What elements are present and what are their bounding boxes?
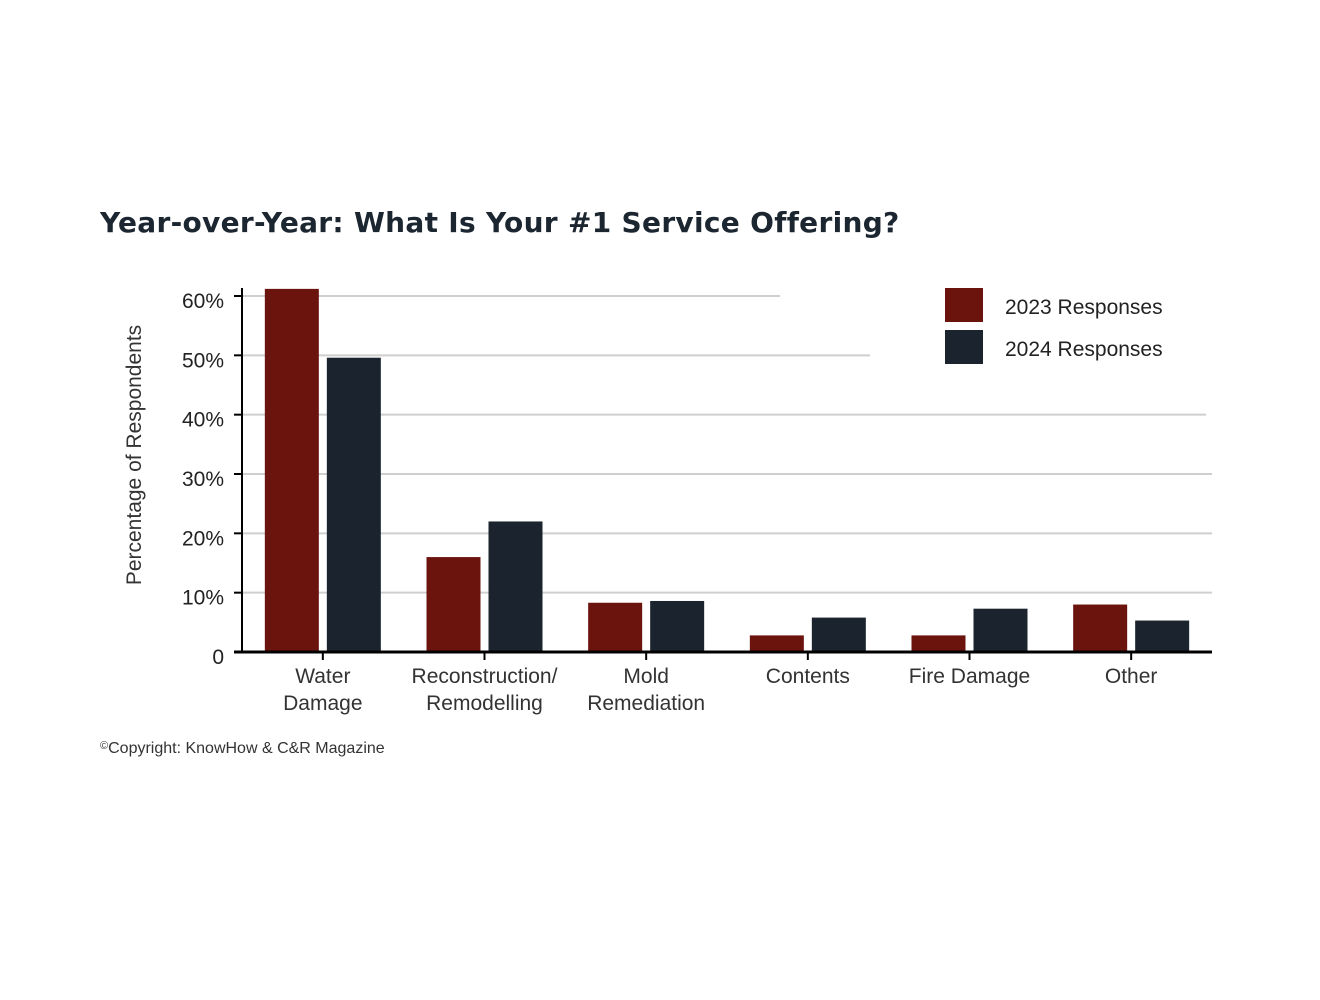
bars [264,288,1190,652]
bar [911,635,966,652]
legend-label: 2024 Responses [1005,338,1163,361]
y-tick-label: 0 [212,646,224,669]
copyright-notice: ©Copyright: KnowHow & C&R Magazine [100,740,385,758]
y-tick-label: 50% [182,349,224,372]
legend-swatch [945,288,983,322]
x-tick-label: Reconstruction/Remodelling [412,665,558,715]
legend: 2023 Responses 2024 Responses [945,288,1163,364]
bar [650,600,705,652]
legend-label: 2023 Responses [1005,296,1163,319]
bar [488,521,543,652]
y-tick-label: 30% [182,468,224,491]
y-tick-label: 20% [182,527,224,550]
y-tick-label: 40% [182,409,224,432]
bar [1135,620,1190,652]
copyright-text: Copyright: KnowHow & C&R Magazine [108,740,385,757]
bar [1073,604,1128,652]
bar [973,608,1028,652]
bar [588,602,643,652]
legend-swatch [945,330,983,364]
y-tick-label: 60% [182,290,224,313]
x-tick-label: Water Damage [283,665,362,715]
x-tick-label: Other [1105,665,1158,688]
x-tick-label: Contents [766,665,850,688]
x-tick-label: Fire Damage [909,665,1030,688]
chart-title: Year-over-Year: What Is Your #1 Service … [100,206,900,239]
axes [234,288,1212,660]
bar [326,357,381,652]
bar [749,635,804,652]
gridlines [242,295,1212,594]
bar [264,288,319,652]
y-tick-labels: 0 10% 20% 30% 40% 50% 60% [182,290,224,669]
y-tick-label: 10% [182,587,224,610]
x-tick-label: Mold Remediation [587,665,705,715]
copyright-symbol: © [100,740,109,752]
bar [811,617,866,652]
y-axis-label: Percentage of Respondents [123,325,146,585]
x-category-labels: Water Damage Reconstruction/Remodelling Mol… [283,665,1157,715]
bar [426,557,481,652]
